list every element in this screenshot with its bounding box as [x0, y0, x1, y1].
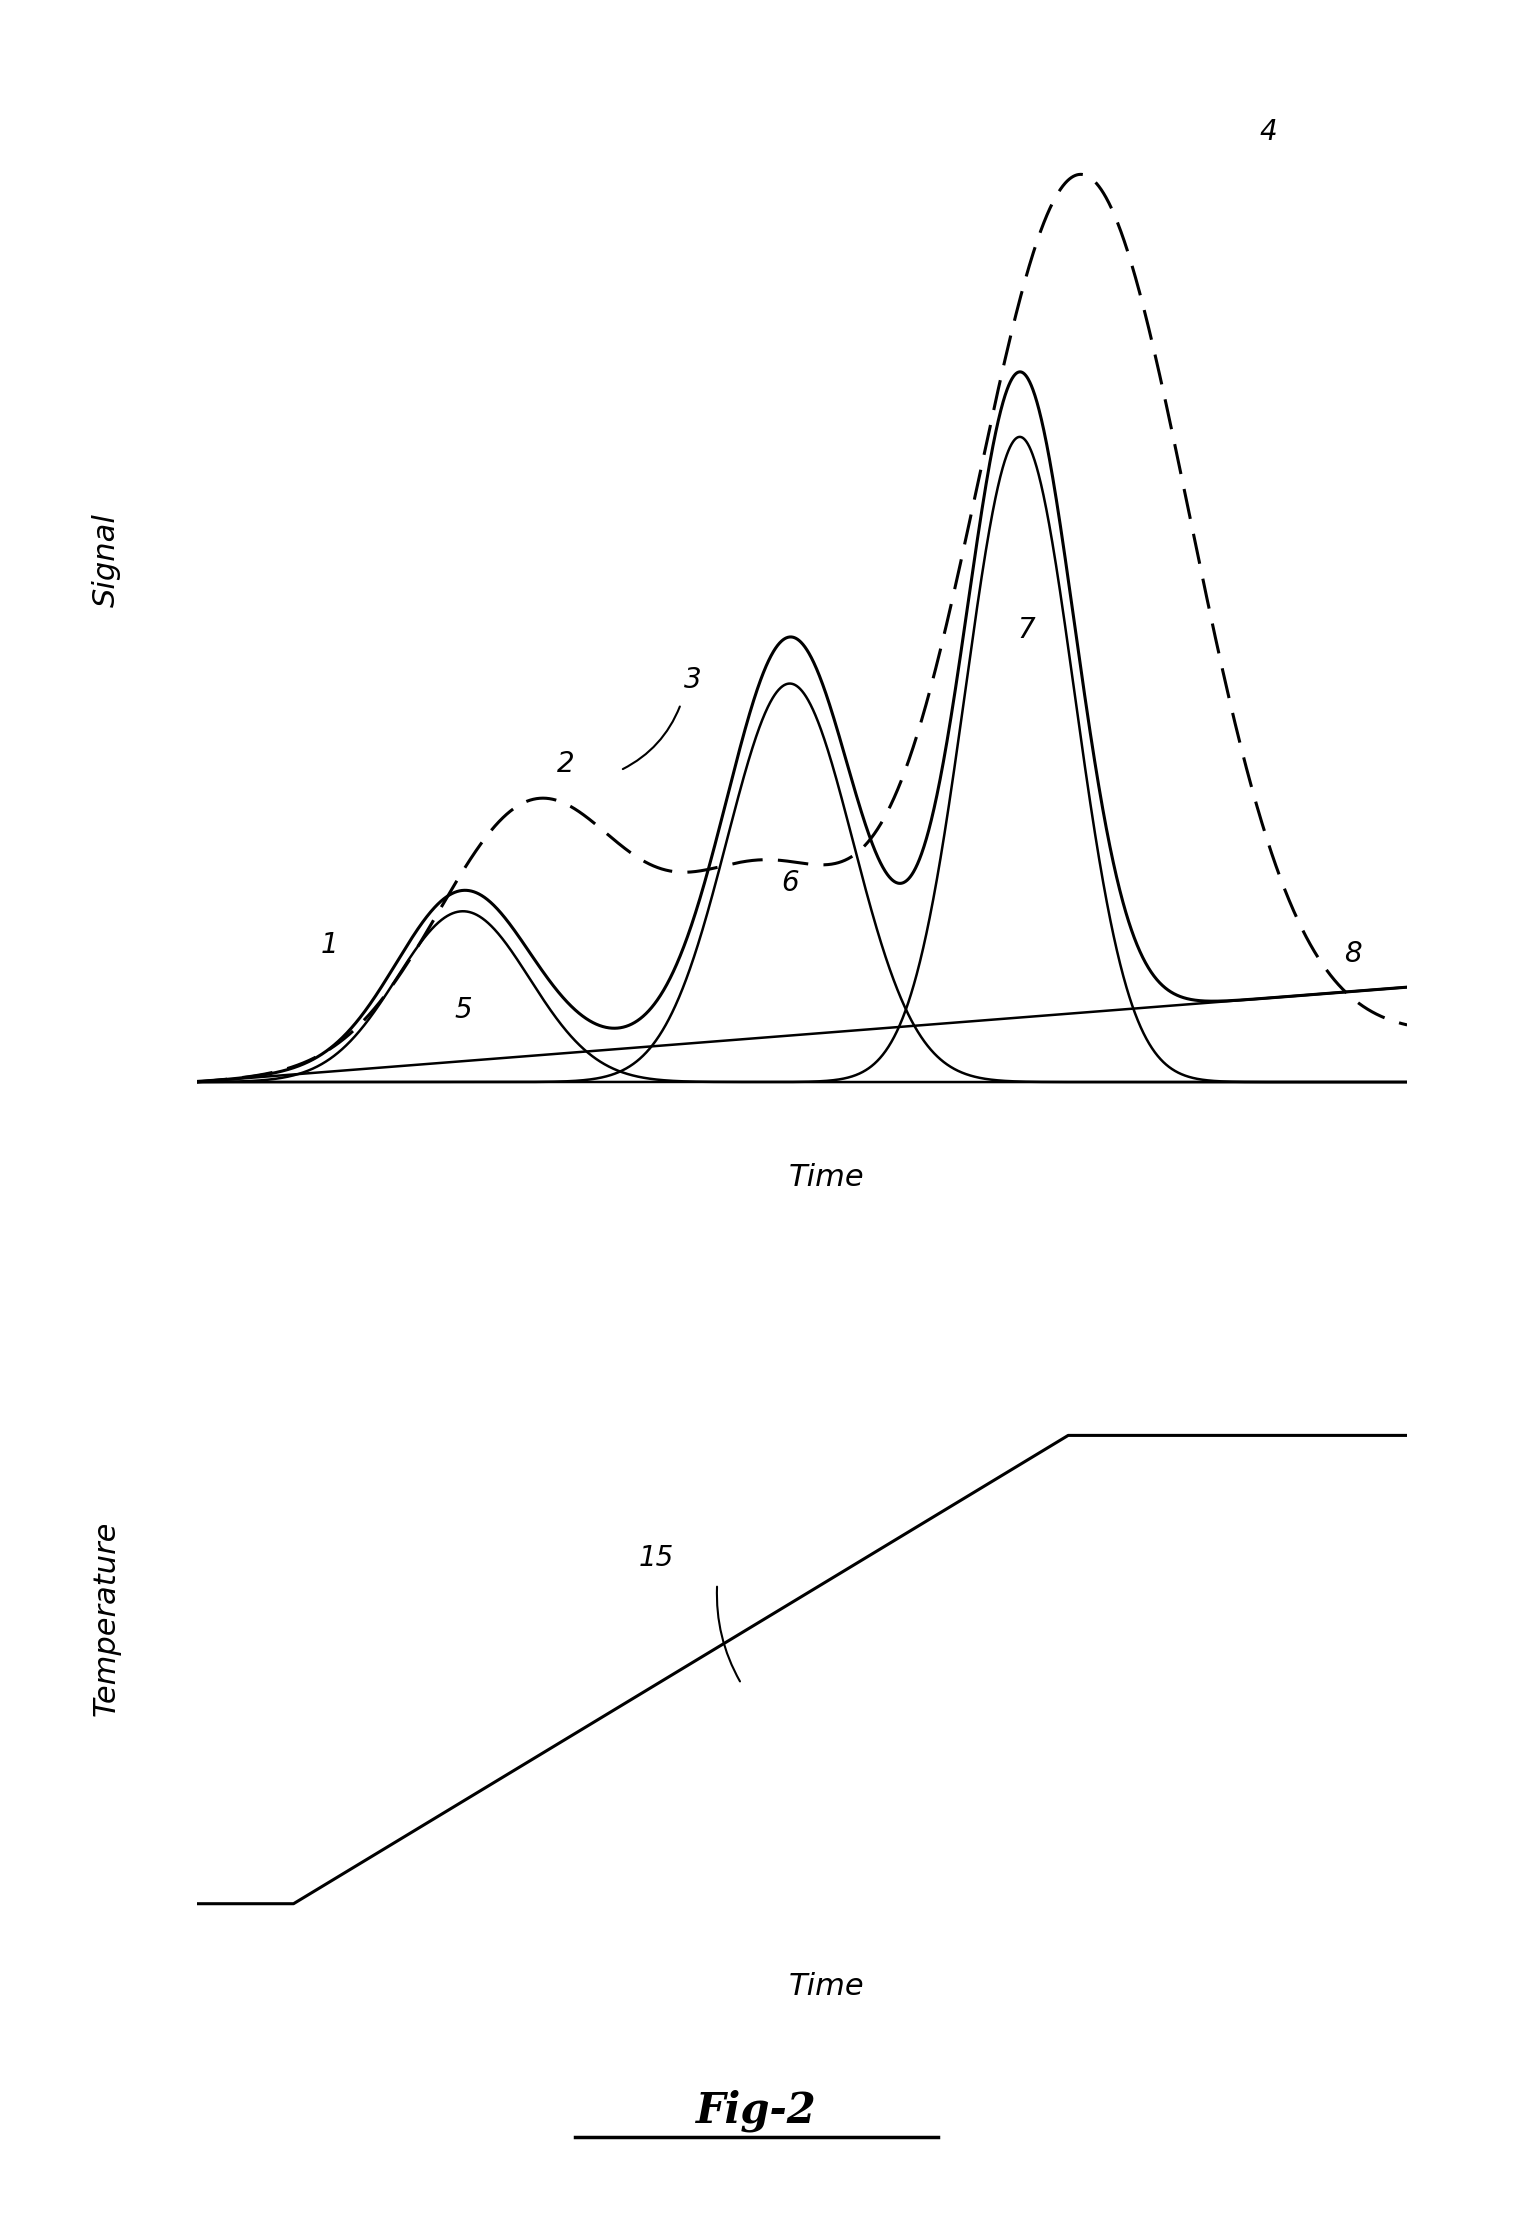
Text: 7: 7 [1017, 617, 1035, 644]
Text: Temperature: Temperature [91, 1521, 121, 1717]
Text: Signal: Signal [91, 513, 121, 606]
Text: 4: 4 [1259, 118, 1277, 147]
Text: 3: 3 [684, 666, 702, 695]
Text: 2: 2 [557, 751, 575, 777]
Text: 1: 1 [321, 931, 339, 959]
Text: 6: 6 [781, 868, 799, 897]
Text: 8: 8 [1344, 939, 1362, 968]
Text: Fig-2: Fig-2 [696, 2090, 817, 2132]
Text: Time: Time [788, 1162, 864, 1193]
Text: 5: 5 [454, 997, 472, 1024]
Text: 15: 15 [638, 1544, 675, 1572]
Text: Time: Time [788, 1972, 864, 2001]
